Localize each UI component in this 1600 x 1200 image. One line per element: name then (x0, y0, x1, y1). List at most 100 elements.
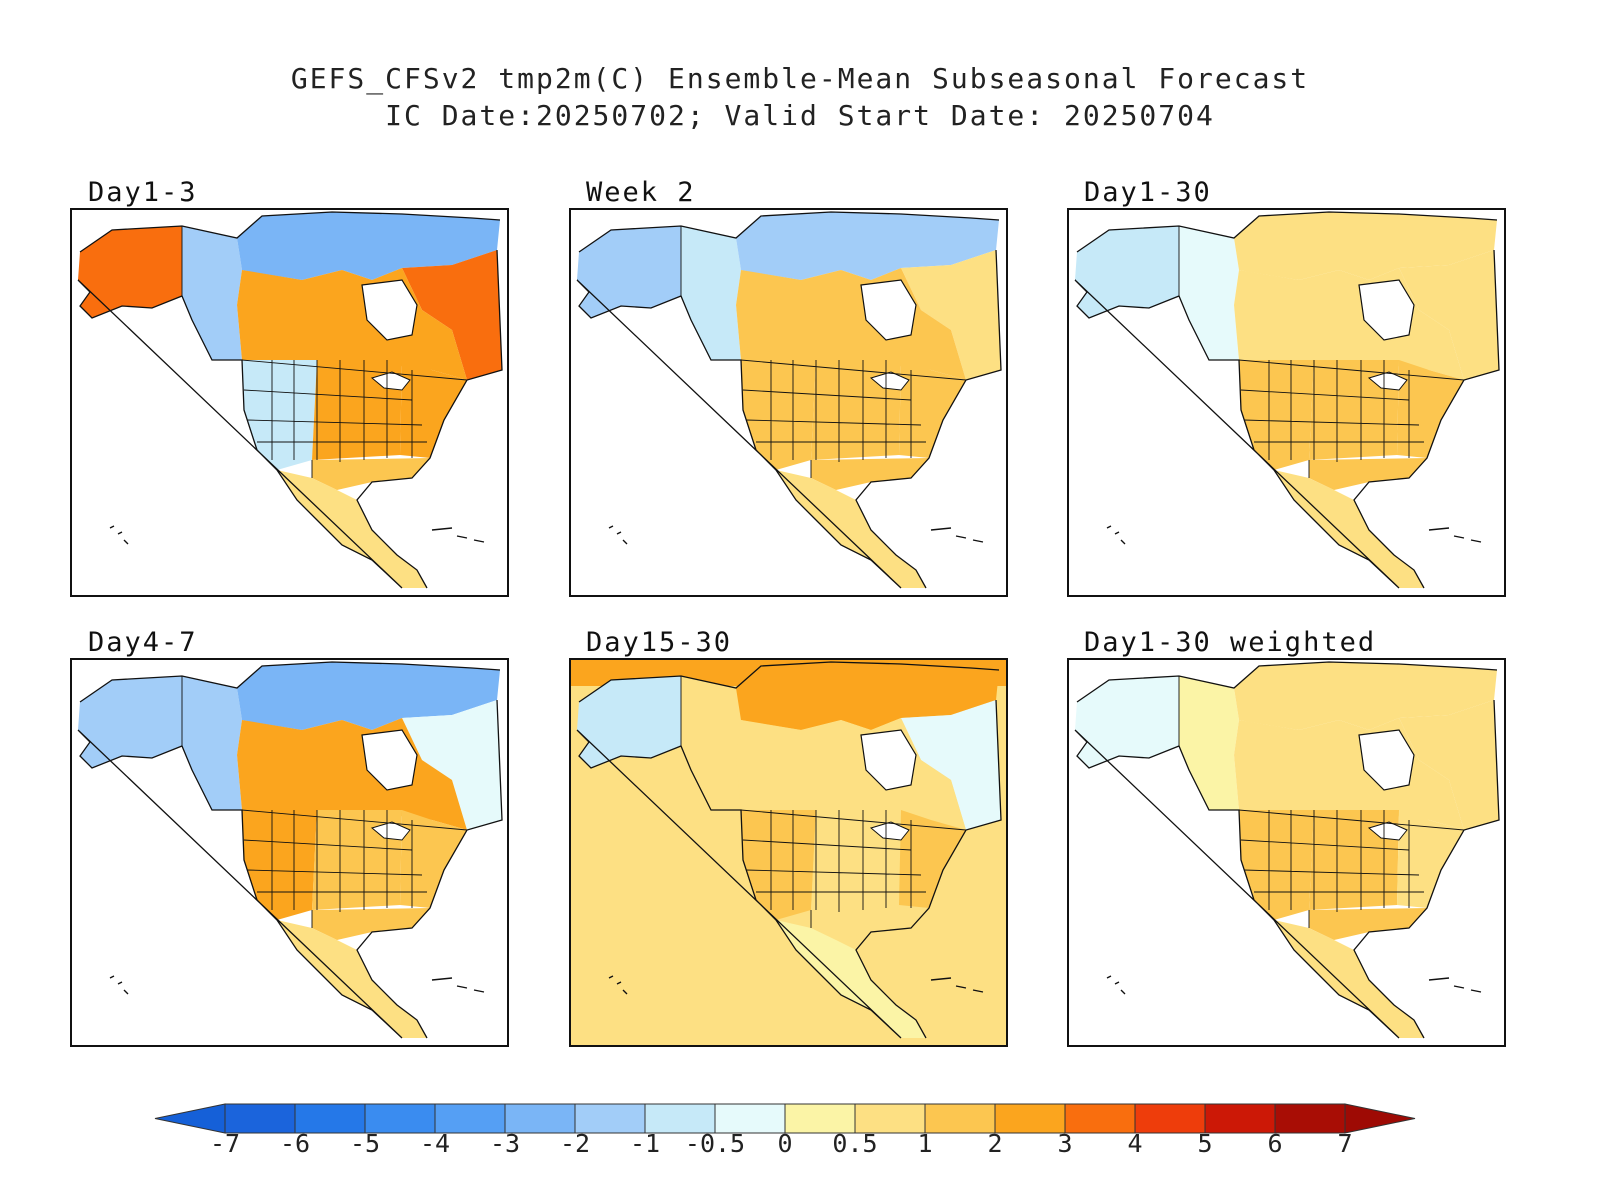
panel-title: Day1-3 (88, 177, 198, 208)
colorbar-swatch (1204, 1103, 1276, 1134)
colorbar-tick-label: 2 (987, 1129, 1002, 1158)
region-anomaly-us-west (1239, 810, 1314, 920)
region-anomaly-us-west (741, 810, 816, 920)
region-anomaly-us-west (741, 360, 816, 470)
region-anomaly-us-east (1397, 360, 1464, 458)
state-borders (680, 676, 967, 928)
region-anomaly-alaska (78, 226, 182, 318)
colorbar-swatch (854, 1103, 926, 1134)
region-anomaly-us-east (400, 360, 467, 458)
region-anomaly-arctic (237, 212, 500, 280)
colorbar-swatch (364, 1103, 436, 1134)
region-anomaly-us-south (1309, 908, 1427, 940)
region-anomaly-arctic (736, 212, 999, 280)
caribbean-islands (431, 527, 485, 543)
colorbar-swatch (784, 1103, 856, 1134)
colorbar-tick-label: 0 (777, 1129, 792, 1158)
colorbar-tick-label: 1 (917, 1129, 932, 1158)
hawaii-islands (109, 525, 129, 545)
region-anomaly-mexico (1274, 920, 1424, 1038)
region-anomaly-arctic (237, 662, 500, 730)
panel-title: Day15-30 (586, 627, 733, 658)
region-anomaly-canada-nw (182, 226, 242, 360)
coastline (1074, 661, 1500, 1039)
region-anomaly-mexico (776, 920, 926, 1038)
region-anomaly-hudson-east (402, 250, 502, 380)
hudson-bay (860, 729, 917, 791)
coastline (77, 661, 503, 1039)
map-panel (1067, 658, 1506, 1047)
colorbar-tick-label: 6 (1267, 1129, 1282, 1158)
region-anomaly-hudson-east (1399, 250, 1499, 380)
region-anomaly-mexico (776, 470, 926, 588)
colorbar-tick-label: -5 (350, 1129, 380, 1158)
colorbar-swatch (504, 1103, 576, 1134)
colorbar-tick-label: -3 (490, 1129, 520, 1158)
colorbar-swatch (1134, 1103, 1206, 1134)
hawaii-islands (1106, 975, 1126, 995)
region-anomaly-us-south (312, 458, 430, 490)
region-anomaly-us-east (899, 810, 966, 908)
figure-title: GEFS_CFSv2 tmp2m(C) Ensemble-Mean Subsea… (290, 62, 1310, 95)
region-anomaly-us-south (312, 908, 430, 940)
region-anomaly-us-central (811, 810, 901, 910)
caribbean-islands (1428, 977, 1482, 993)
colorbar: -7 -6 -5 -4 -3 -2 -1 -0.5 0 0.5 1 2 3 4 5 6 7 (154, 1103, 1416, 1158)
colorbar-tick-label: 7 (1337, 1129, 1352, 1158)
colorbar-tick-label: -7 (210, 1129, 240, 1158)
colorbar-tick-label: -6 (280, 1129, 310, 1158)
colorbar-swatch (434, 1103, 506, 1134)
region-anomaly-us-central (1309, 360, 1399, 460)
coastline (1074, 211, 1500, 589)
region-anomaly-us-central (312, 360, 402, 460)
caribbean-islands (930, 977, 984, 993)
map-panel (569, 208, 1008, 597)
region-anomaly-arctic (1234, 662, 1497, 730)
panel-title: Day4-7 (88, 627, 198, 658)
colorbar-swatch (924, 1103, 996, 1134)
colorbar-tick-label: -1 (630, 1129, 660, 1158)
hudson-bay (1358, 279, 1415, 341)
state-borders (680, 226, 967, 478)
state-borders (1178, 226, 1465, 478)
caribbean-islands (1428, 527, 1482, 543)
hudson-bay (361, 729, 418, 791)
region-anomaly-us-south (811, 458, 929, 490)
caribbean-islands (431, 977, 485, 993)
region-anomaly-hudson-east (1399, 700, 1499, 830)
region-anomaly-canada-nw (1179, 226, 1239, 360)
hudson-bay (860, 279, 917, 341)
hudson-bay (361, 279, 418, 341)
colorbar-tick-label: 5 (1197, 1129, 1212, 1158)
region-anomaly-arctic (1234, 212, 1497, 280)
region-anomaly-hudson-east (402, 700, 502, 830)
region-anomaly-us-west (1239, 360, 1314, 470)
region-anomaly-mexico (1274, 470, 1424, 588)
region-anomaly-mexico (277, 920, 427, 1038)
hawaii-islands (608, 975, 628, 995)
colorbar-above-arrow (1344, 1103, 1416, 1134)
region-anomaly-canada-nw (1179, 676, 1239, 810)
map-panel (70, 658, 509, 1047)
coastline (576, 211, 1002, 589)
hudson-bay (1358, 729, 1415, 791)
region-anomaly-us-east (400, 810, 467, 908)
region-anomaly-us-west (242, 360, 317, 470)
hawaii-islands (109, 975, 129, 995)
map-panel (1067, 208, 1506, 597)
coastline (77, 211, 503, 589)
region-anomaly-mexico (277, 470, 427, 588)
colorbar-tick-label: -2 (560, 1129, 590, 1158)
region-anomaly-us-central (1309, 810, 1399, 910)
panel-title: Week 2 (586, 177, 696, 208)
colorbar-tick-label: -0.5 (685, 1129, 745, 1158)
region-anomaly-canada-nw (681, 676, 741, 810)
hawaii-islands (608, 525, 628, 545)
map-panel (569, 658, 1008, 1047)
region-anomaly-hudson-east (901, 250, 1001, 380)
colorbar-swatch (994, 1103, 1066, 1134)
region-anomaly-us-east (1397, 810, 1464, 908)
region-anomaly-us-south (1309, 458, 1427, 490)
state-borders (1178, 676, 1465, 928)
